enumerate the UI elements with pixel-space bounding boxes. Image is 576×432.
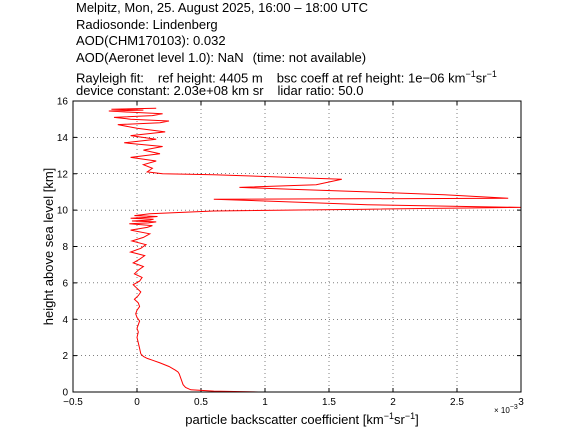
rayleigh-bsc-coeff: bsc coeff at ref height: 1e−06 km xyxy=(276,70,466,86)
y-tick-label: 6 xyxy=(62,278,68,289)
rayleigh-bsc-sup1: −1 xyxy=(465,69,476,80)
y-tick-label: 2 xyxy=(62,351,68,362)
header-line-device: device constant: 2.03e+08 km sr lidar rat… xyxy=(76,83,497,100)
x-tick-label: 0.5 xyxy=(194,397,208,408)
rayleigh-bsc-sup2: −1 xyxy=(486,69,497,80)
header-block: Melpitz, Mon, 25. August 2025, 16:00 – 1… xyxy=(76,0,497,100)
y-axis-label: height above sea level [km] xyxy=(41,168,56,326)
lidar-ratio: lidar ratio: 50.0 xyxy=(277,82,364,98)
aod-aeronet-time: (time: not available) xyxy=(252,49,367,65)
header-line-aod-aeronet: AOD(Aeronet level 1.0): NaN (time: not av… xyxy=(76,50,497,67)
y-tick-labels: 0 2 4 6 8 10 12 14 16 xyxy=(57,97,69,399)
rayleigh-ref-height: ref height: 4405 m xyxy=(157,70,263,86)
y-tick-label: 10 xyxy=(57,206,69,217)
y-tick-label: 4 xyxy=(62,315,68,326)
x-tick-label: −0.5 xyxy=(63,397,83,408)
x-axis-exponent: × 10−3 xyxy=(494,404,518,415)
x-tick-label: 0 xyxy=(134,397,140,408)
x-tick-label: 2 xyxy=(390,397,396,408)
header-line-radiosonde: Radiosonde: Lindenberg xyxy=(76,16,218,32)
y-tick-label: 8 xyxy=(62,242,68,253)
plot-area-frame xyxy=(72,100,522,393)
y-tick-label: 0 xyxy=(62,388,68,399)
aod-aeronet-value: AOD(Aeronet level 1.0): NaN xyxy=(76,49,244,65)
x-tick-label: 2.5 xyxy=(450,397,464,408)
x-tick-labels: −0.5 0 0.5 1 1.5 2 2.5 3 xyxy=(63,397,524,408)
series-line-backscatter xyxy=(108,107,522,393)
rayleigh-bsc-sr: sr xyxy=(475,70,487,86)
rayleigh-label: Rayleigh fit: xyxy=(76,70,144,86)
x-tick-label: 3 xyxy=(518,397,524,408)
y-tick-label: 12 xyxy=(57,169,69,180)
x-axis-label: particle backscatter coefficient [km−1sr… xyxy=(185,411,418,427)
x-tick-label: 1.5 xyxy=(322,397,336,408)
header-line-aod-chm: AOD(CHM170103): 0.032 xyxy=(76,33,226,49)
device-constant: device constant: 2.03e+08 km sr xyxy=(76,82,264,98)
header-line-title: Melpitz, Mon, 25. August 2025, 16:00 – 1… xyxy=(76,0,368,15)
header-line-rayleigh: Rayleigh fit: ref height: 4405 m bsc coeff… xyxy=(76,66,497,86)
y-tick-label: 14 xyxy=(57,133,69,144)
x-tick-label: 1 xyxy=(262,397,268,408)
y-tick-label: 16 xyxy=(57,97,69,108)
